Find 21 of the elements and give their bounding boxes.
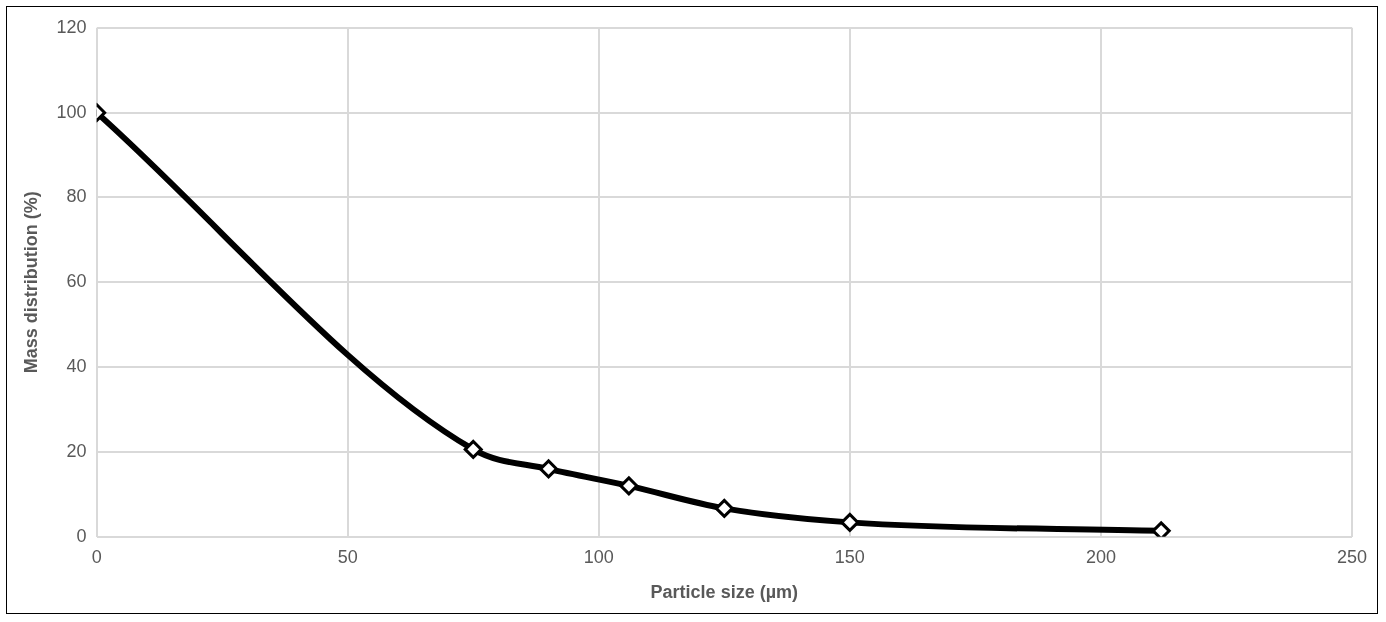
y-tick-label: 20	[66, 440, 87, 461]
x-tick-label: 150	[834, 546, 865, 567]
y-tick-label: 120	[56, 16, 87, 37]
point	[714, 498, 734, 518]
point	[619, 476, 639, 496]
y-tick-label: 60	[66, 271, 87, 292]
y-tick-label: 100	[56, 101, 87, 122]
point	[463, 439, 483, 459]
x-tick-label: 0	[91, 546, 102, 567]
x-tick-label: 100	[583, 546, 614, 567]
x-tick-label: 250	[1336, 546, 1368, 567]
point	[840, 512, 860, 532]
x-axis-title: Particle size (µm)	[650, 582, 799, 603]
y-tick-label: 40	[66, 356, 87, 377]
point	[539, 459, 559, 479]
y-tick-label: 0	[76, 525, 87, 546]
y-axis-title: Mass distribution (%)	[20, 191, 41, 374]
point	[1151, 521, 1171, 537]
x-tick-label: 200	[1085, 546, 1116, 567]
x-tick-label: 50	[337, 546, 358, 567]
y-tick-label: 80	[66, 186, 87, 207]
